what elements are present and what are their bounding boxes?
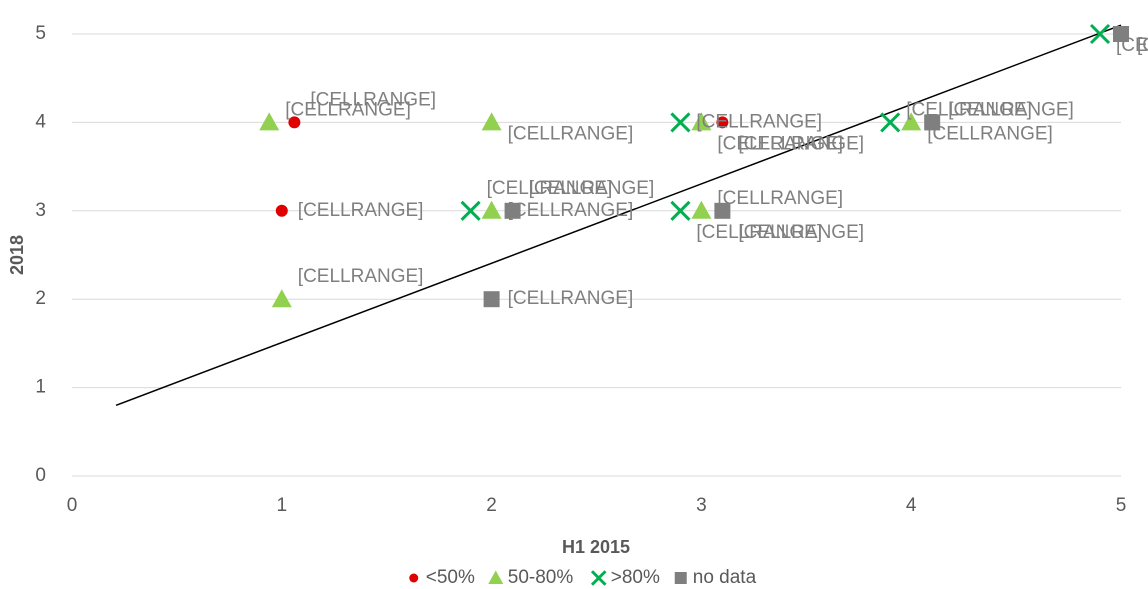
legend-label: >80% bbox=[611, 567, 660, 588]
legend-marker bbox=[590, 570, 607, 586]
legend-marker bbox=[409, 573, 419, 583]
x-tick-label: 3 bbox=[696, 495, 707, 516]
trendline bbox=[115, 24, 1122, 406]
point bbox=[714, 202, 731, 219]
y-tick-label: 1 bbox=[35, 377, 46, 398]
data-label: [CELLRANGE] bbox=[285, 99, 411, 120]
point bbox=[1113, 26, 1129, 42]
data-label: [CELLRANGE] bbox=[310, 89, 436, 110]
point bbox=[691, 112, 712, 131]
data-label: [CELLRANGE] bbox=[508, 200, 634, 221]
data-label: [CELLRANGE] bbox=[508, 123, 634, 144]
point bbox=[670, 200, 691, 221]
point bbox=[504, 202, 521, 219]
x-tick-label: 1 bbox=[277, 495, 288, 516]
point bbox=[880, 112, 901, 133]
point bbox=[483, 291, 500, 308]
legend-label: no data bbox=[693, 567, 757, 588]
data-label: [CELLRANGE] bbox=[717, 188, 843, 209]
data-label: [CELLRANGE] bbox=[1137, 35, 1148, 56]
legend-label: 50-80% bbox=[508, 567, 574, 588]
y-tick-label: 5 bbox=[35, 23, 46, 44]
point bbox=[288, 116, 301, 129]
x-tick-label: 5 bbox=[1116, 495, 1127, 516]
data-label: [CELLRANGE] bbox=[298, 200, 424, 221]
legend-marker bbox=[488, 570, 504, 584]
x-tick-label: 2 bbox=[486, 495, 497, 516]
point bbox=[275, 204, 288, 217]
data-label: [CELLRANGE] bbox=[738, 222, 864, 243]
legend-marker bbox=[674, 572, 687, 584]
y-axis-title: 2018 bbox=[7, 235, 27, 275]
point bbox=[481, 200, 502, 219]
point bbox=[670, 112, 691, 133]
data-label: [CELLRANGE] bbox=[298, 266, 424, 287]
data-label: [CELLRANGE] bbox=[487, 178, 613, 199]
data-label: [CELLRANGE] bbox=[508, 288, 634, 309]
point bbox=[460, 200, 481, 221]
data-label: [CELLRANGE] bbox=[696, 111, 822, 132]
data-label: [CELLRANGE] bbox=[948, 99, 1074, 120]
point bbox=[901, 112, 922, 131]
point bbox=[716, 116, 729, 129]
x-tick-label: 0 bbox=[67, 495, 78, 516]
y-tick-label: 2 bbox=[35, 288, 46, 309]
data-label: [CELLRANGE] bbox=[717, 133, 843, 154]
y-tick-label: 4 bbox=[35, 111, 46, 132]
x-tick-label: 4 bbox=[906, 495, 917, 516]
point bbox=[924, 114, 941, 131]
data-label: [CELLRANGE] bbox=[529, 178, 655, 199]
legend-label: <50% bbox=[426, 567, 475, 588]
data-label: [CELLRANGE] bbox=[696, 222, 822, 243]
y-tick-label: 0 bbox=[35, 465, 46, 486]
data-label: [CELLRANGE] bbox=[738, 133, 864, 154]
y-tick-label: 3 bbox=[35, 200, 46, 221]
point bbox=[1089, 23, 1111, 45]
data-label: [CELLRANGE] bbox=[927, 123, 1053, 144]
point bbox=[259, 112, 280, 131]
x-axis-title: H1 2015 bbox=[562, 537, 630, 557]
point bbox=[271, 289, 292, 308]
point bbox=[481, 112, 502, 131]
point bbox=[691, 200, 712, 219]
